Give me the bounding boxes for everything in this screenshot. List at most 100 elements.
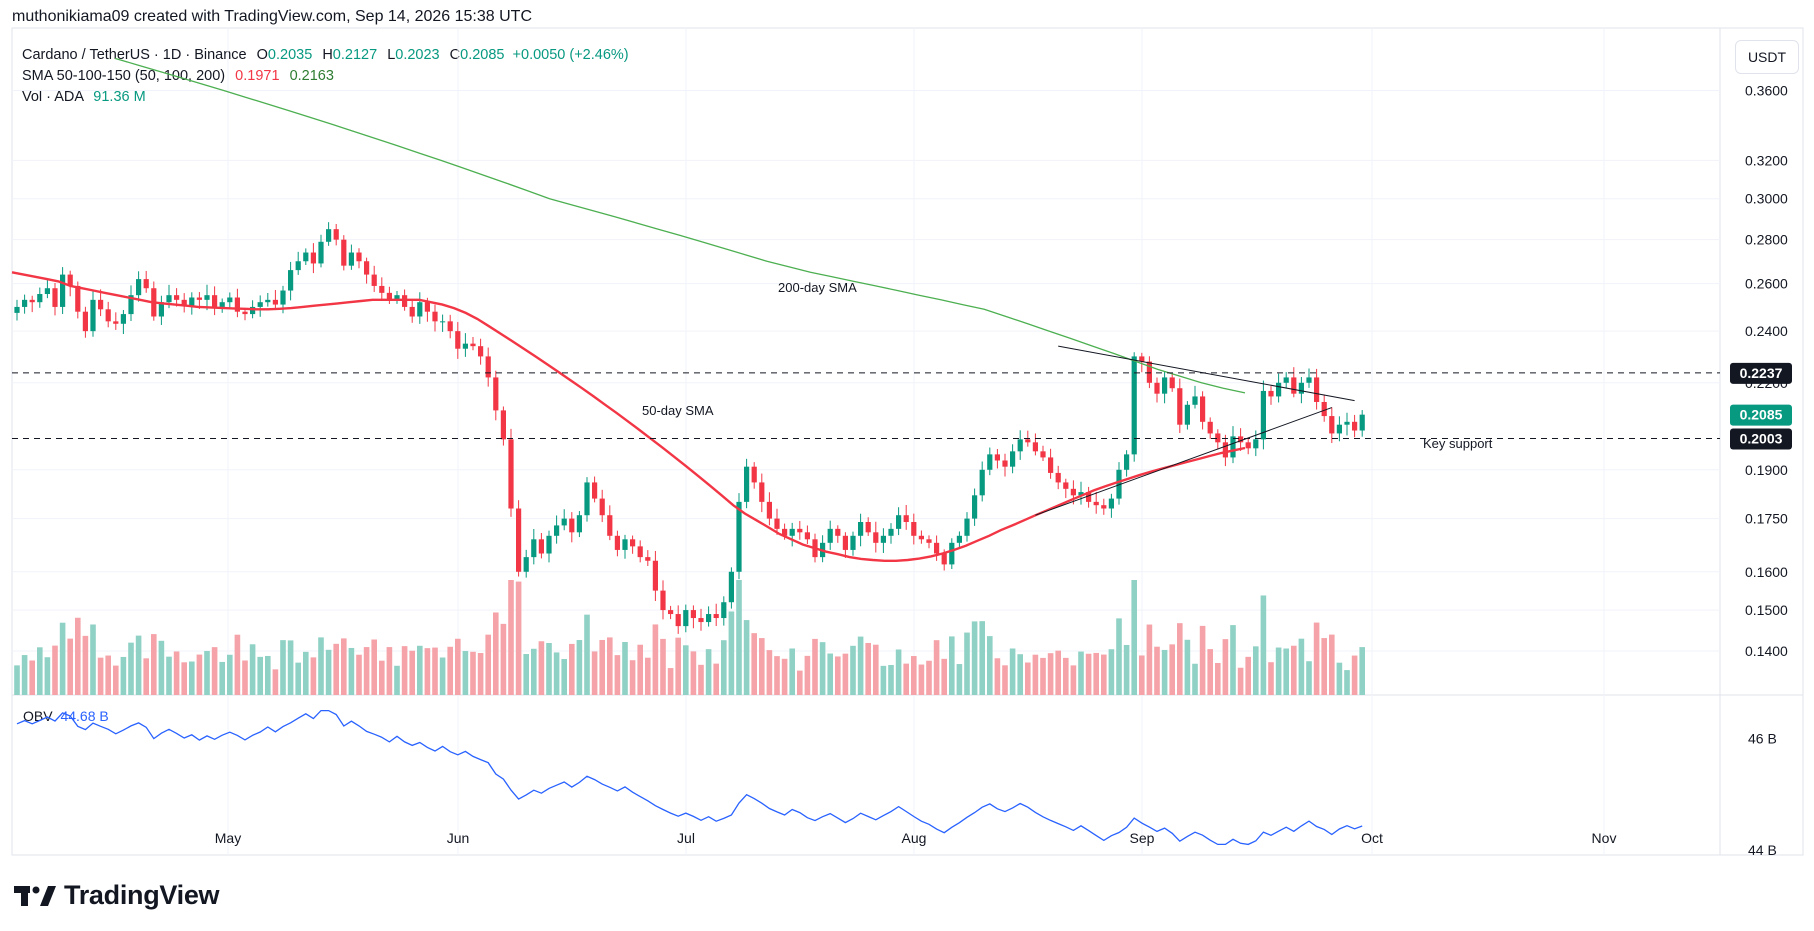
candle-body	[865, 521, 871, 533]
candle-body	[1116, 469, 1122, 499]
candle-body	[1063, 482, 1069, 489]
candle-body	[1154, 382, 1160, 394]
candle-body	[98, 299, 104, 310]
volume-bar	[280, 640, 286, 695]
candle-body	[1314, 377, 1320, 402]
candle-body	[462, 343, 468, 349]
candle-body	[417, 302, 423, 317]
candle-body	[1048, 457, 1054, 473]
candle-body	[1207, 421, 1213, 434]
volume-bar	[743, 620, 750, 695]
volume-bar	[918, 664, 925, 695]
volume-bar	[1344, 670, 1350, 695]
volume-bar	[933, 640, 940, 695]
ohlc-row[interactable]: Cardano / TetherUS · 1D · Binance O0.203…	[22, 45, 629, 66]
candle-body	[409, 306, 415, 317]
volume-bar	[1351, 655, 1358, 695]
volume-bars	[14, 580, 1365, 695]
candle-body	[873, 532, 879, 543]
price-axis-label: 0.2003	[1740, 430, 1783, 446]
candle-body	[880, 535, 886, 543]
candle-body	[1268, 390, 1274, 397]
volume-bar	[819, 642, 826, 695]
volume-bar	[531, 648, 537, 695]
candle-body	[310, 252, 316, 264]
candle-body	[797, 528, 803, 533]
volume-bar	[1192, 663, 1198, 695]
candle-body	[592, 482, 598, 499]
volume-bar	[227, 654, 233, 695]
volume-bar	[1063, 657, 1069, 695]
sma200-line	[114, 57, 1246, 394]
candle-body	[402, 295, 408, 307]
volume-bar	[1336, 662, 1343, 695]
volume-bar	[1085, 653, 1092, 695]
symbol-label[interactable]: Cardano / TetherUS · 1D · Binance	[22, 47, 247, 63]
volume-bar	[546, 643, 552, 695]
x-tick-label: Sep	[1130, 830, 1155, 846]
volume-bar	[295, 662, 301, 695]
volume-bar	[652, 624, 659, 695]
volume-bar	[59, 622, 66, 695]
currency-button[interactable]: USDT	[1735, 40, 1799, 74]
candle-body	[82, 311, 88, 332]
volume-bar	[751, 633, 757, 695]
volume-bar	[599, 639, 605, 695]
volume-bar	[1237, 667, 1244, 695]
volume-bar	[1025, 662, 1031, 695]
volume-bar	[1283, 648, 1289, 695]
candle-body	[1344, 421, 1350, 425]
volume-bar	[675, 637, 681, 695]
volume-bar	[1146, 624, 1153, 695]
candle-body	[926, 539, 932, 543]
volume-bar	[759, 638, 765, 695]
sma-row[interactable]: SMA 50-100-150 (50, 100, 200) 0.1971 0.2…	[22, 66, 629, 87]
candle-body	[576, 515, 582, 533]
volume-bar	[1108, 649, 1115, 695]
tradingview-logo[interactable]: TradingView	[14, 880, 220, 911]
volume-bar	[607, 637, 613, 695]
volume-value: 91.36 M	[93, 89, 146, 105]
volume-bar	[804, 655, 811, 695]
volume-bar	[113, 665, 119, 695]
volume-bar	[386, 647, 393, 695]
volume-label[interactable]: Vol · ADA	[22, 89, 84, 105]
candle-body	[1238, 436, 1244, 443]
volume-bar	[508, 580, 514, 695]
volume-bar	[865, 642, 871, 695]
volume-bar	[1306, 661, 1312, 695]
volume-bar	[637, 644, 643, 695]
candle-body	[120, 314, 126, 324]
candle-body	[333, 229, 339, 240]
candle-body	[1283, 377, 1289, 383]
candle-body	[827, 528, 833, 543]
volume-row[interactable]: Vol · ADA 91.36 M	[22, 87, 629, 108]
volume-bar	[911, 656, 917, 695]
volume-bar	[363, 647, 370, 695]
volume-bar	[1116, 618, 1122, 695]
candle-body	[508, 439, 514, 509]
candle-body	[234, 297, 240, 312]
candle-body	[842, 535, 848, 550]
volume-bar	[660, 638, 666, 695]
candle-body	[949, 542, 955, 565]
candle-body	[896, 515, 902, 529]
volume-bar	[728, 611, 735, 695]
volume-bar	[584, 614, 590, 695]
candle-body	[1162, 377, 1168, 394]
sma200-value: 0.2163	[289, 68, 334, 84]
candle-body	[1025, 439, 1031, 443]
volume-bar	[956, 664, 963, 695]
volume-bar	[211, 647, 218, 695]
volume-bar	[1017, 654, 1023, 695]
candle-body	[280, 290, 286, 305]
candle-body	[630, 539, 636, 547]
volume-bar	[128, 642, 134, 695]
candle-body	[424, 302, 430, 312]
sma-label[interactable]: SMA 50-100-150 (50, 100, 200)	[22, 68, 226, 84]
candle-body	[212, 295, 218, 307]
candle-body	[652, 560, 658, 591]
volume-bar	[736, 580, 742, 695]
volume-bar	[713, 663, 719, 695]
